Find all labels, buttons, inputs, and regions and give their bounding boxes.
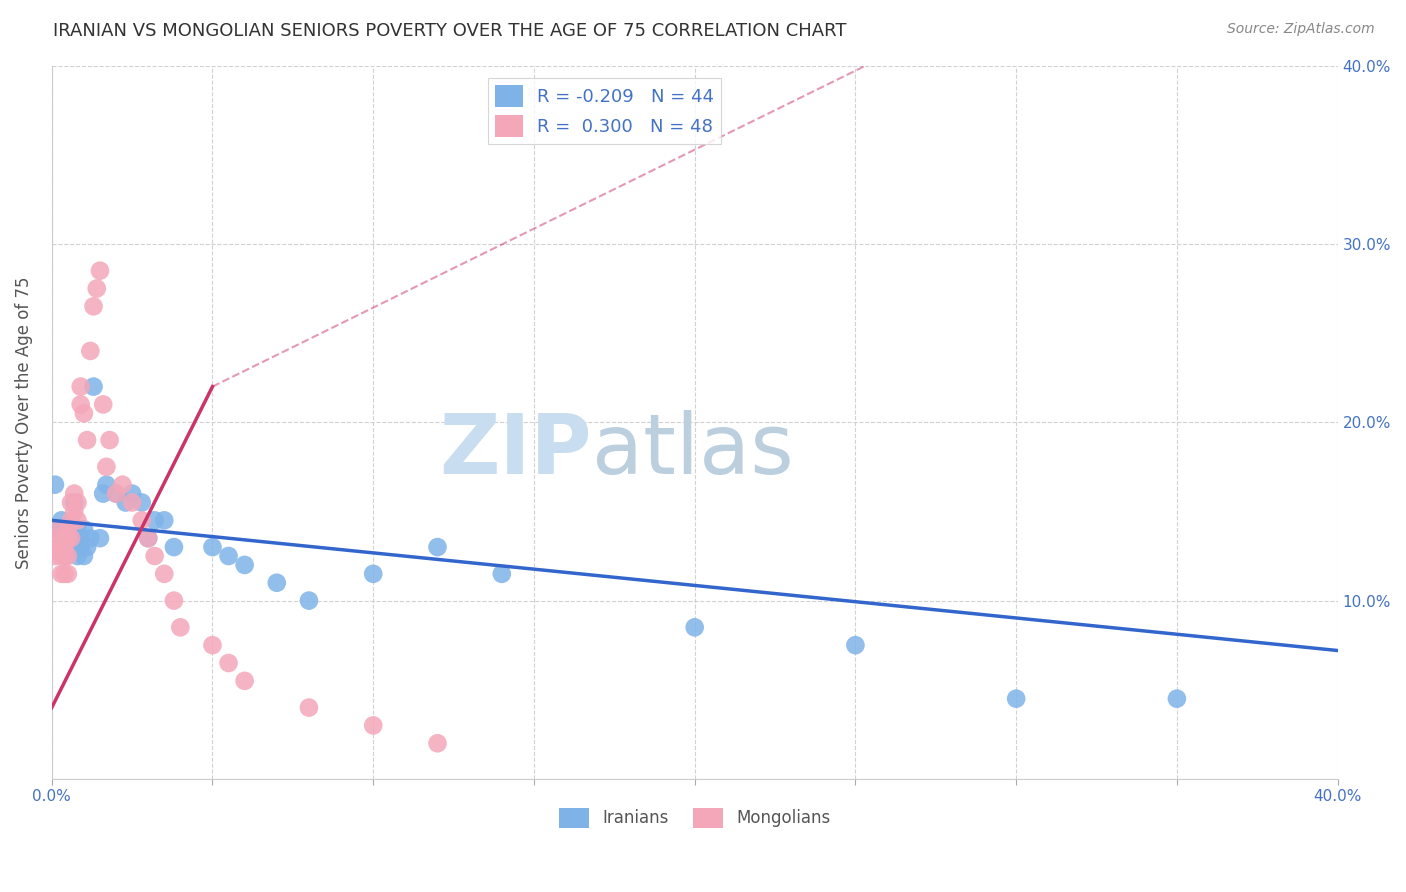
- Point: [201, 638, 224, 652]
- Point: [66, 549, 89, 563]
- Point: [53, 549, 76, 563]
- Point: [76, 433, 98, 447]
- Point: [69, 531, 91, 545]
- Point: [51, 540, 73, 554]
- Point: [218, 656, 240, 670]
- Point: [44, 549, 66, 563]
- Point: [69, 397, 91, 411]
- Point: [66, 513, 89, 527]
- Point: [163, 540, 186, 554]
- Point: [105, 486, 128, 500]
- Point: [44, 531, 66, 545]
- Point: [83, 299, 105, 313]
- Text: IRANIAN VS MONGOLIAN SENIORS POVERTY OVER THE AGE OF 75 CORRELATION CHART: IRANIAN VS MONGOLIAN SENIORS POVERTY OVE…: [53, 22, 846, 40]
- Point: [56, 531, 79, 545]
- Point: [143, 513, 166, 527]
- Point: [233, 673, 256, 688]
- Point: [51, 566, 73, 581]
- Point: [96, 459, 118, 474]
- Point: [131, 495, 153, 509]
- Point: [298, 700, 321, 714]
- Point: [60, 513, 83, 527]
- Point: [844, 638, 866, 652]
- Point: [63, 486, 86, 500]
- Point: [233, 558, 256, 572]
- Point: [136, 531, 159, 545]
- Point: [56, 522, 79, 536]
- Point: [91, 486, 114, 500]
- Point: [426, 540, 449, 554]
- Point: [86, 281, 108, 295]
- Point: [361, 566, 384, 581]
- Point: [153, 513, 176, 527]
- Point: [73, 522, 96, 536]
- Point: [163, 593, 186, 607]
- Text: Source: ZipAtlas.com: Source: ZipAtlas.com: [1227, 22, 1375, 37]
- Point: [51, 513, 73, 527]
- Point: [98, 433, 121, 447]
- Point: [51, 540, 73, 554]
- Point: [60, 522, 83, 536]
- Point: [143, 549, 166, 563]
- Point: [111, 477, 134, 491]
- Point: [79, 343, 101, 358]
- Point: [89, 263, 111, 277]
- Point: [56, 540, 79, 554]
- Point: [53, 549, 76, 563]
- Point: [114, 495, 136, 509]
- Point: [89, 531, 111, 545]
- Point: [1166, 691, 1188, 706]
- Point: [63, 504, 86, 518]
- Point: [121, 495, 143, 509]
- Point: [53, 540, 76, 554]
- Point: [56, 566, 79, 581]
- Point: [53, 566, 76, 581]
- Point: [66, 522, 89, 536]
- Legend: Iranians, Mongolians: Iranians, Mongolians: [553, 801, 838, 835]
- Point: [51, 549, 73, 563]
- Point: [266, 575, 288, 590]
- Point: [426, 736, 449, 750]
- Point: [169, 620, 191, 634]
- Point: [56, 549, 79, 563]
- Point: [153, 566, 176, 581]
- Text: ZIP: ZIP: [439, 410, 592, 491]
- Point: [60, 495, 83, 509]
- Point: [131, 513, 153, 527]
- Point: [136, 531, 159, 545]
- Point: [60, 531, 83, 545]
- Point: [56, 522, 79, 536]
- Point: [79, 531, 101, 545]
- Point: [491, 566, 513, 581]
- Point: [105, 486, 128, 500]
- Point: [1005, 691, 1028, 706]
- Point: [218, 549, 240, 563]
- Point: [73, 406, 96, 420]
- Point: [53, 531, 76, 545]
- Point: [91, 397, 114, 411]
- Point: [46, 540, 69, 554]
- Point: [683, 620, 706, 634]
- Point: [46, 522, 69, 536]
- Point: [53, 531, 76, 545]
- Point: [69, 540, 91, 554]
- Point: [121, 486, 143, 500]
- Point: [298, 593, 321, 607]
- Point: [63, 540, 86, 554]
- Point: [60, 531, 83, 545]
- Text: atlas: atlas: [592, 410, 793, 491]
- Point: [201, 540, 224, 554]
- Point: [66, 495, 89, 509]
- Point: [63, 495, 86, 509]
- Point: [361, 718, 384, 732]
- Point: [46, 522, 69, 536]
- Point: [69, 379, 91, 393]
- Point: [96, 477, 118, 491]
- Point: [73, 549, 96, 563]
- Point: [76, 540, 98, 554]
- Point: [44, 477, 66, 491]
- Y-axis label: Seniors Poverty Over the Age of 75: Seniors Poverty Over the Age of 75: [15, 276, 32, 568]
- Point: [83, 379, 105, 393]
